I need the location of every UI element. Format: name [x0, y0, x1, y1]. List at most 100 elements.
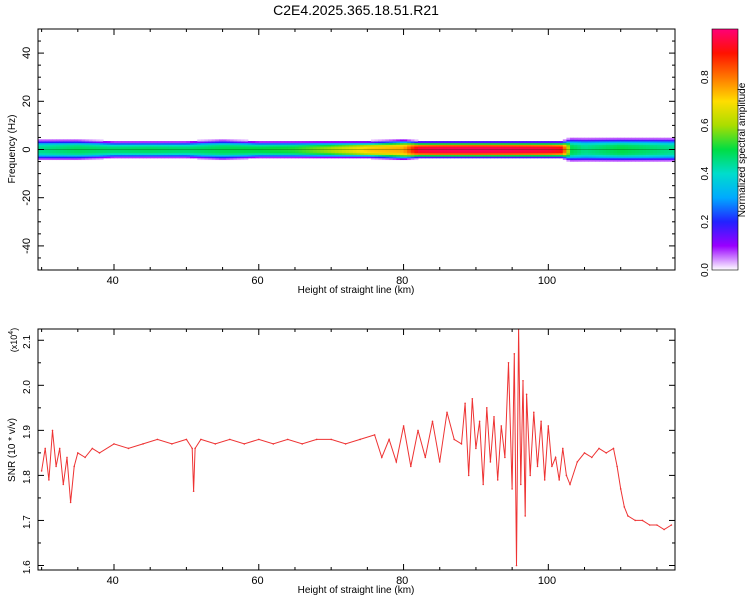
spectrogram-cell — [436, 151, 441, 154]
spectrogram-cell — [334, 154, 339, 157]
spectrogram-cell — [92, 142, 97, 145]
spectrogram-cell — [211, 149, 216, 152]
spectrogram-cell — [631, 159, 636, 162]
spectrogram-cell — [121, 151, 126, 154]
spectrogram-cell — [370, 147, 375, 150]
spectrogram-cell — [153, 146, 158, 149]
spectrogram-cell — [646, 144, 651, 147]
spectrogram-cell — [392, 149, 397, 152]
spectrogram-cell — [381, 149, 386, 152]
spectrogram-cell — [110, 152, 115, 155]
spectrogram-cell — [432, 149, 437, 152]
spectrogram-cell — [588, 156, 593, 159]
spectrogram-cell — [103, 147, 108, 150]
spectrogram-cell — [609, 144, 614, 147]
spectrogram-cell — [280, 141, 285, 144]
spectrogram-cell — [577, 159, 582, 162]
spectrogram-cell — [653, 157, 658, 161]
spectrogram-cell — [171, 152, 176, 155]
spectrogram-cell — [425, 141, 430, 144]
snr-point — [598, 447, 600, 450]
spectrogram-cell — [642, 141, 647, 144]
spectrogram-cell — [208, 149, 213, 152]
spectrogram-cell — [218, 149, 223, 152]
spectrogram-cell — [439, 149, 444, 152]
spectrogram-cell — [439, 152, 444, 155]
spectrogram-cell — [258, 151, 263, 154]
spectrogram-cell — [573, 144, 578, 147]
snr-multiplier-text: (x104) — [8, 328, 19, 352]
spectrogram-cell — [562, 146, 567, 149]
spectrogram-cell — [342, 146, 347, 149]
spectrogram-cell — [374, 142, 379, 145]
spectrogram-cell — [421, 146, 426, 149]
spectrogram-cell — [95, 149, 100, 152]
snr-panel: 40 60 80 100 1.6 1.7 1.8 1.9 2.0 2.1 (x1… — [7, 328, 676, 596]
spectrogram-cell — [620, 157, 625, 161]
spectrogram-cell — [497, 154, 502, 157]
spectrogram-cell — [197, 141, 202, 144]
spectrogram-cell — [418, 147, 423, 150]
spectrogram-cell — [262, 141, 267, 144]
spectrogram-cell — [515, 154, 520, 157]
spectrogram-cell — [370, 144, 375, 147]
spectrogram-cell — [103, 152, 108, 155]
spectrogram-cell — [142, 149, 147, 152]
spectrogram-cell — [418, 151, 423, 154]
spectrogram-cell — [342, 149, 347, 152]
spectrogram-cell — [428, 141, 433, 144]
snr-point — [127, 447, 130, 450]
spectrogram-cell — [533, 156, 538, 159]
spectrogram-cell — [432, 144, 437, 147]
spectrogram-cell — [349, 154, 354, 157]
spectrogram-cell — [244, 157, 249, 161]
spectrogram-cell — [443, 152, 448, 155]
spectrogram-cell — [153, 149, 158, 152]
spectrogram-cell — [620, 141, 625, 144]
spectrogram-cell — [327, 141, 332, 144]
spectrogram-cell — [204, 146, 209, 149]
spectrogram-cell — [606, 154, 611, 157]
spectrogram-cell — [562, 156, 567, 159]
spectrogram-cell — [367, 144, 372, 147]
spectrogram-cell — [38, 152, 43, 155]
spectrogram-cell — [530, 151, 535, 154]
spectrogram-cell — [671, 146, 675, 149]
spectrogram-cell — [139, 154, 144, 157]
spectrogram-cell — [273, 141, 278, 144]
spectrogram-cell — [70, 157, 75, 161]
snr-point — [194, 447, 196, 450]
spectrogram-cell — [222, 146, 227, 149]
spectrogram-cell — [106, 154, 111, 157]
snr-background — [38, 329, 675, 570]
spectrogram-cell — [204, 139, 209, 142]
spectrogram-cell — [99, 147, 104, 150]
spectrogram-cell — [305, 149, 310, 152]
spectrogram-cell — [515, 144, 520, 147]
snr-point — [656, 524, 658, 526]
spectrogram-cell — [667, 151, 672, 154]
spectrogram-cell — [132, 146, 137, 149]
spectrogram-cell — [258, 147, 263, 150]
spectrogram-cell — [530, 147, 535, 150]
spectrogram-cell — [316, 156, 321, 159]
spectrogram-cell — [66, 151, 71, 154]
spectrogram-cell — [530, 141, 535, 144]
spectrogram-cell — [38, 146, 43, 149]
spectrogram-cell — [570, 156, 575, 159]
spectrogram-cell — [59, 152, 64, 155]
spectrogram-cell — [414, 146, 419, 149]
spectrogram-cell — [269, 154, 274, 157]
spectrogram-cell — [541, 152, 546, 155]
spectrogram-cell — [135, 154, 140, 157]
spectrogram-cell — [338, 156, 343, 159]
spectrogram-cell — [139, 151, 144, 154]
spectrogram-cell — [251, 151, 256, 154]
spectrogram-cell — [501, 141, 506, 144]
spectrogram-cell — [613, 139, 618, 142]
spectrogram-cell — [287, 146, 292, 149]
spectrogram-cell — [150, 152, 155, 155]
spectrogram-cell — [450, 142, 455, 145]
spectrogram-cell — [613, 151, 618, 154]
